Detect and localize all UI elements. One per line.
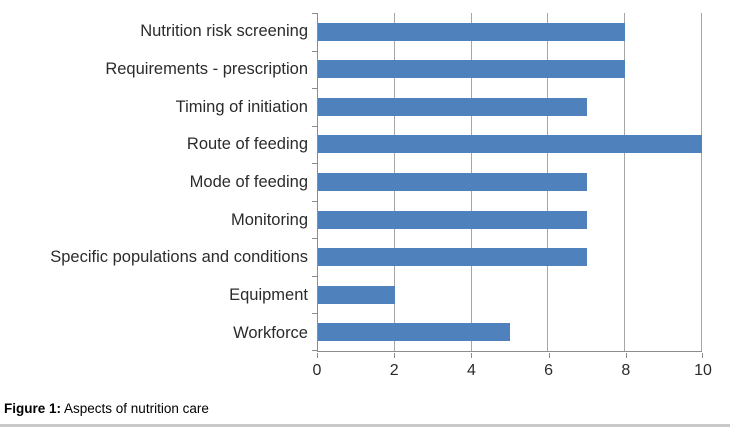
category-label: Workforce — [233, 323, 308, 342]
x-axis-tick-label: 6 — [544, 362, 554, 379]
bar — [318, 173, 587, 192]
plot-area — [312, 13, 702, 352]
y-axis-tick — [312, 88, 318, 90]
caption-divider — [0, 424, 730, 427]
bar — [318, 97, 587, 116]
bar — [318, 22, 626, 41]
gridline — [701, 13, 702, 351]
bar — [318, 60, 626, 79]
bar — [318, 248, 587, 267]
bar — [318, 285, 395, 304]
y-axis-tick — [312, 163, 318, 165]
x-axis-tick — [702, 353, 703, 358]
category-label: Monitoring — [230, 210, 308, 229]
gridline — [624, 13, 626, 351]
figure-caption-prefix: Figure 1: — [4, 401, 62, 416]
x-axis-tick-label: 0 — [312, 362, 322, 379]
bar — [318, 210, 587, 229]
bar — [318, 135, 702, 154]
y-axis-tick — [312, 238, 318, 240]
x-axis-tick — [471, 353, 473, 358]
category-label: Route of feeding — [186, 135, 308, 154]
bar — [318, 323, 510, 342]
bar-row — [318, 201, 702, 239]
category-label: Requirements - prescription — [105, 60, 308, 78]
x-axis-tick-label: 8 — [621, 362, 631, 379]
bar-row — [318, 51, 702, 89]
x-axis-tick-label: 4 — [466, 362, 476, 379]
category-labels: Nutrition risk screening Requirements - p… — [0, 13, 317, 352]
bar-row — [318, 88, 702, 126]
bar-row — [318, 276, 702, 314]
bar-row — [318, 126, 702, 164]
y-axis-tick — [312, 313, 318, 315]
x-axis: 0 2 4 6 8 10 — [313, 353, 712, 387]
y-axis-tick — [312, 13, 318, 14]
chart-area: Nutrition risk screening Requirements - p… — [0, 13, 702, 352]
bar-row — [318, 13, 702, 51]
category-label: Equipment — [229, 286, 308, 305]
bar-row — [318, 163, 702, 201]
y-axis-tick — [312, 125, 318, 127]
y-axis-tick — [312, 200, 318, 202]
x-axis-tick — [394, 353, 396, 358]
x-axis-tick-label: 10 — [694, 362, 712, 379]
y-axis-tick — [312, 50, 318, 52]
y-axis-tick — [312, 350, 318, 351]
bar-row — [318, 314, 702, 352]
category-label: Mode of feeding — [189, 173, 308, 192]
bar-row — [318, 238, 702, 276]
x-axis-tick — [625, 353, 627, 358]
category-label: Timing of initiation — [175, 97, 308, 116]
y-axis-tick — [312, 275, 318, 277]
category-label: Specific populations and conditions — [50, 248, 308, 267]
category-label: Nutrition risk screening — [140, 22, 308, 41]
x-axis-tick — [317, 353, 318, 358]
x-axis-tick — [548, 353, 550, 358]
x-axis-tick-label: 2 — [389, 362, 399, 379]
figure-caption: Figure 1: Aspects of nutrition care — [4, 401, 209, 416]
figure-caption-text: Aspects of nutrition care — [61, 401, 209, 416]
